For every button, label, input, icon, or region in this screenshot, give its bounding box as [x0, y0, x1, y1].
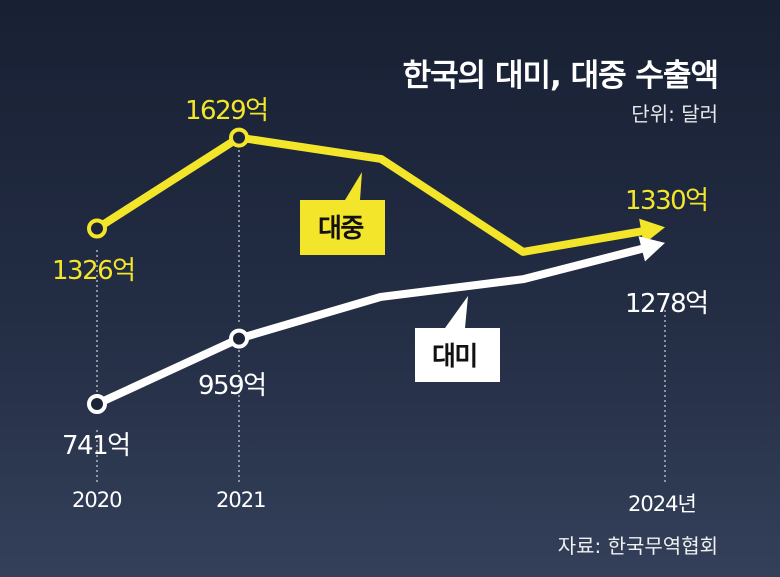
chart-title: 한국의 대미, 대중 수출액	[402, 58, 719, 94]
data-point-china-2021	[229, 127, 249, 148]
data-point-china-2020	[87, 218, 107, 239]
unit-label: 단위: 달러	[631, 102, 718, 126]
callout-box-us	[415, 296, 500, 382]
arrowhead-us	[638, 236, 665, 262]
source-label: 자료: 한국무역협회	[557, 534, 718, 558]
x-tick-2020: 2020	[72, 488, 122, 512]
x-tick-2021: 2021	[216, 488, 266, 512]
data-label-us-2021: 959억	[198, 371, 267, 401]
callout-box-china	[300, 172, 385, 255]
x-tick-2024: 2024년	[628, 492, 697, 516]
data-label-us-2024: 1278억	[625, 289, 709, 319]
series-line-us	[95, 243, 649, 408]
data-label-china-2024: 1330억	[625, 186, 709, 216]
series-callout-china: 대중	[318, 214, 364, 244]
series-callout-us: 대미	[432, 342, 478, 372]
series-line-china	[94, 133, 648, 256]
data-point-us-2020	[87, 394, 107, 414]
data-point-us-2021	[229, 328, 249, 349]
arrowhead-china	[639, 218, 665, 245]
data-label-us-2020: 741억	[62, 431, 131, 461]
data-label-china-2020: 1326억	[52, 256, 136, 286]
data-label-china-2021: 1629억	[185, 96, 269, 126]
